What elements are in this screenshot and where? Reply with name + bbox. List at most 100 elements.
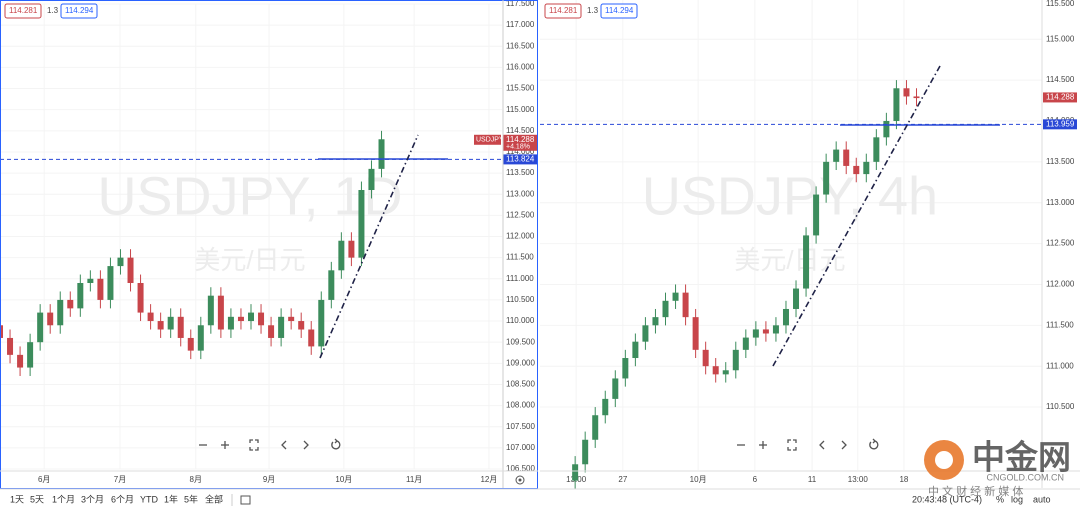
y-tick-label: 109.500 (506, 337, 535, 346)
candle-body (197, 325, 204, 351)
candle-body (592, 415, 599, 440)
range-button[interactable]: 全部 (205, 493, 223, 504)
range-button[interactable]: 1年 (164, 493, 178, 504)
candle-body (217, 295, 224, 330)
x-tick-label: 6 (753, 475, 758, 484)
y-tick-label: 116.500 (506, 41, 535, 50)
y-tick-label: 108.000 (506, 401, 535, 410)
y-tick-label: 113.500 (1046, 157, 1075, 166)
candle-body (692, 317, 699, 350)
y-tick-label: 112.500 (506, 210, 535, 219)
symbol-label: USDJPY (476, 137, 504, 144)
candle-body (248, 312, 254, 322)
candle-body (157, 321, 164, 330)
candle-body (572, 464, 579, 481)
candle-body (642, 325, 649, 342)
candle-body (682, 292, 689, 318)
candle-body (298, 321, 305, 330)
x-tick-label: 10月 (335, 475, 352, 484)
range-button[interactable]: 5年 (184, 493, 198, 504)
nav-buttons[interactable] (737, 438, 879, 451)
candle-body (207, 295, 214, 326)
x-tick-label: 8月 (190, 475, 202, 484)
candle-body (893, 88, 900, 121)
bid-label: 114.281 (549, 6, 578, 15)
candle-body (137, 283, 144, 313)
x-tick-label: 11月 (406, 475, 422, 484)
candle-body (632, 341, 639, 359)
candle-body (752, 329, 759, 338)
y-tick-label: 110.500 (506, 295, 535, 304)
candle-body (833, 149, 840, 162)
y-tick-label: 109.000 (506, 358, 535, 367)
x-tick-label: 11 (808, 475, 817, 484)
candle-body (863, 161, 870, 175)
y-tick-label: 107.500 (506, 422, 535, 431)
candle-body (702, 349, 709, 367)
logo-site: CNGOLD.COM.CN (986, 472, 1064, 482)
auto-toggle[interactable]: auto (1033, 494, 1051, 504)
range-button[interactable]: YTD (140, 494, 159, 504)
candle-body (772, 325, 779, 334)
y-tick-label: 110.500 (1046, 402, 1075, 411)
candle-body (582, 439, 589, 465)
logo-mark (935, 451, 953, 469)
candle-body (873, 137, 880, 162)
settings-icon[interactable] (515, 475, 525, 485)
candle-body (358, 190, 365, 258)
ask-label: 114.294 (65, 6, 94, 15)
range-button[interactable]: 1个月 (52, 494, 75, 504)
y-tick-label: 112.500 (1046, 239, 1075, 248)
candle-body (107, 266, 114, 300)
range-button[interactable]: 5天 (30, 494, 44, 504)
candle-body (883, 120, 890, 138)
candle-body (227, 316, 234, 330)
ask-label: 114.294 (605, 6, 634, 15)
y-tick-label: 114.500 (1046, 75, 1075, 84)
candle-body (318, 299, 325, 347)
nav-buttons[interactable] (199, 438, 341, 451)
y-tick-label: 114.000 (506, 147, 535, 156)
spread-label: 1.3 (47, 6, 59, 15)
bid-box (4, 3, 42, 19)
watermark-sub: 美元/日元 (734, 245, 845, 275)
candle-body (278, 316, 285, 338)
trend-line (319, 134, 419, 359)
y-tick-label: 108.500 (506, 380, 535, 389)
candle-body (368, 168, 375, 190)
candle-body (612, 378, 619, 399)
range-button[interactable]: 1天 (10, 494, 24, 504)
bid-label: 114.281 (9, 6, 38, 15)
change-label: +4.18% (506, 144, 530, 151)
trend-line (772, 65, 941, 367)
log-toggle[interactable]: log (1011, 494, 1023, 504)
y-tick-label: 115.000 (1046, 34, 1075, 43)
logo: 中金网 CNGOLD.COM.CN 中 文 财 经 新 媒 体 (924, 439, 1071, 498)
candle-body (782, 308, 789, 326)
last-price-badge (503, 134, 537, 151)
candle-body (67, 299, 74, 309)
candle-body (712, 366, 719, 375)
y-tick-label: 112.000 (1046, 280, 1075, 289)
last-price-label: 114.288 (506, 135, 535, 144)
candle-body (147, 312, 154, 322)
watermark-sub: 美元/日元 (194, 245, 305, 275)
y-tick-label: 110.000 (506, 316, 535, 325)
y-tick-label: 115.000 (506, 105, 535, 114)
date-range-icon[interactable] (240, 495, 251, 505)
range-button[interactable]: 6个月 (111, 494, 134, 504)
candle-body (87, 278, 94, 283)
percent-toggle[interactable]: % (996, 494, 1004, 504)
candle-body (348, 240, 355, 258)
candle-body (288, 316, 295, 322)
watermark: USDJPY, 4h (642, 166, 938, 226)
candle-body (328, 270, 335, 300)
candle-body (37, 312, 44, 343)
candle-body (268, 325, 275, 338)
candle-body (237, 316, 244, 322)
candle-body (853, 165, 860, 175)
candle-body (672, 292, 679, 301)
range-button[interactable]: 3个月 (81, 494, 104, 504)
candle-body (762, 329, 769, 334)
y-tick-label: 112.000 (506, 232, 535, 241)
